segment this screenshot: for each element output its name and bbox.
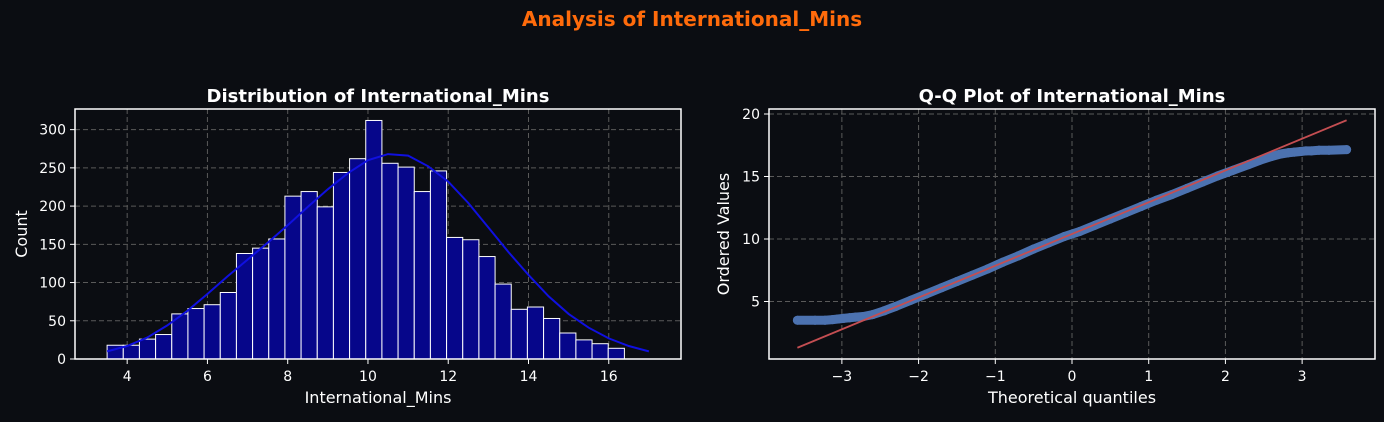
histogram-bar xyxy=(429,170,448,360)
histogram-bar xyxy=(543,317,561,360)
histogram-bar xyxy=(381,162,399,360)
x-tick-label: 3 xyxy=(1298,369,1307,385)
y-tick-label: 300 xyxy=(39,123,66,139)
histogram-bar xyxy=(187,308,205,360)
qq-point xyxy=(810,315,820,325)
x-tick-label: 1 xyxy=(1144,369,1153,385)
histogram-panel: 4 6 8 10 12 14 16 0 50 100 150 200 250 300 Distributio… xyxy=(12,86,682,408)
x-tick-label: 14 xyxy=(520,369,538,385)
histogram-bar xyxy=(203,304,221,360)
y-tick-label: 15 xyxy=(742,170,760,186)
histogram-bar xyxy=(526,306,545,360)
histogram-bar xyxy=(575,339,593,360)
qq-fit-line xyxy=(797,119,1347,349)
x-tick-label: −2 xyxy=(908,369,929,385)
figure-suptitle: Analysis of International_Mins xyxy=(521,7,863,31)
qq-point xyxy=(820,315,830,325)
y-tick-label: 50 xyxy=(48,314,66,330)
histogram-bar xyxy=(332,171,351,360)
kde-curve xyxy=(106,153,650,353)
chart-title: Q-Q Plot of International_Mins xyxy=(919,86,1226,107)
histogram-bar xyxy=(252,247,270,360)
y-tick-label: 10 xyxy=(742,232,760,248)
qq-point xyxy=(1266,152,1276,161)
histogram-bar xyxy=(268,238,286,360)
histogram-bar xyxy=(349,158,367,360)
x-tick-label: −1 xyxy=(985,369,1006,385)
x-tick-label: 6 xyxy=(203,369,212,385)
y-tick-label: 0 xyxy=(57,352,66,368)
y-tick-label: 5 xyxy=(751,295,760,311)
y-tick-label: 20 xyxy=(742,107,760,123)
histogram-bar xyxy=(138,338,157,360)
histogram-bar xyxy=(446,236,464,360)
histogram-bar xyxy=(559,332,577,360)
x-tick-label: 4 xyxy=(123,369,132,385)
histogram-bar xyxy=(494,283,512,360)
y-axis-label: Count xyxy=(12,210,31,258)
histogram-bar xyxy=(478,256,496,360)
histogram-bar xyxy=(235,252,254,360)
qq-point xyxy=(1314,145,1324,155)
x-tick-label: 0 xyxy=(1068,369,1077,385)
qq-point xyxy=(1276,149,1286,159)
qq-point xyxy=(792,315,802,325)
x-tick-label: 16 xyxy=(600,369,618,385)
histogram-bar xyxy=(607,347,625,360)
qq-point xyxy=(1342,145,1352,155)
x-tick-label: 10 xyxy=(359,369,377,385)
y-tick-label: 100 xyxy=(39,276,66,292)
y-axis-label: Ordered Values xyxy=(714,173,733,295)
x-tick-label: 8 xyxy=(283,369,292,385)
histogram-bar xyxy=(413,191,431,360)
histogram-bar xyxy=(155,334,173,360)
x-axis-label: Theoretical quantiles xyxy=(987,388,1156,407)
histogram-bar xyxy=(462,239,480,360)
x-axis-label: International_Mins xyxy=(305,388,452,408)
qq-point xyxy=(1306,146,1316,156)
histogram-bar xyxy=(591,343,609,360)
x-tick-label: 12 xyxy=(439,369,457,385)
y-tick-label: 150 xyxy=(39,237,66,253)
plot-frame xyxy=(74,108,682,360)
chart-title: Distribution of International_Mins xyxy=(207,86,550,107)
histogram-bar xyxy=(316,206,334,360)
plot-frame xyxy=(768,108,1376,360)
qq-plot-panel: −3 −2 −1 0 1 2 3 5 10 15 20 Q-Q Plot of Internation… xyxy=(714,86,1376,407)
qq-point xyxy=(1324,145,1334,155)
histogram-bar xyxy=(510,308,528,360)
qq-point xyxy=(851,312,861,322)
histogram-bar xyxy=(300,191,318,360)
histogram-bar xyxy=(397,166,415,360)
y-tick-label: 200 xyxy=(39,199,66,215)
x-tick-label: 2 xyxy=(1221,369,1230,385)
x-tick-label: −3 xyxy=(832,369,853,385)
y-tick-label: 250 xyxy=(39,161,66,177)
histogram-bar xyxy=(219,291,237,360)
